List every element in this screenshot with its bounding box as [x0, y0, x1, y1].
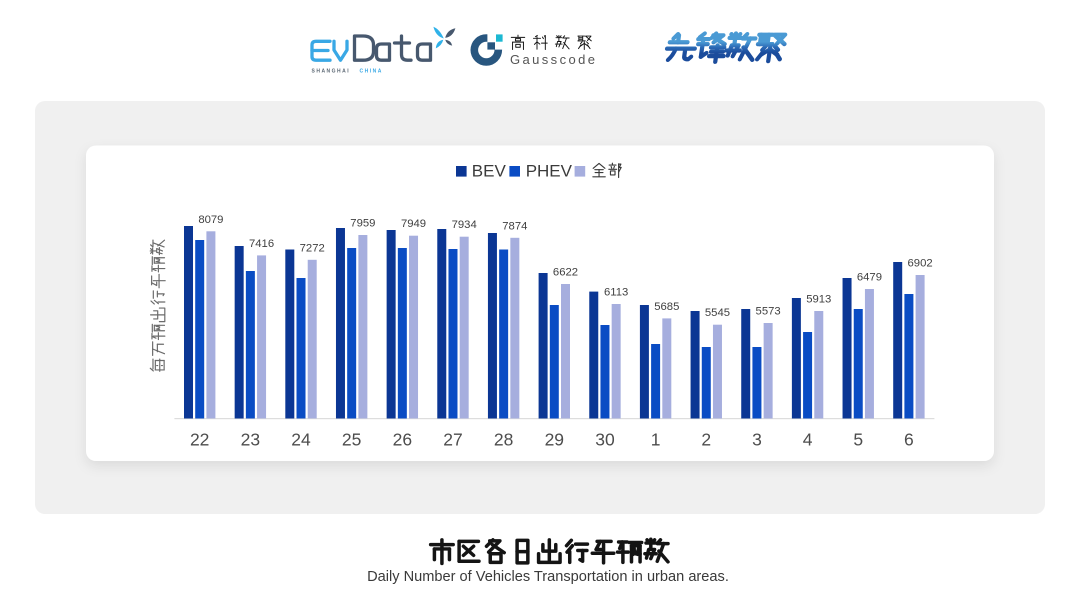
svg-text:26: 26 [393, 430, 412, 450]
svg-text:CHINA: CHINA [360, 69, 383, 75]
svg-text:23: 23 [241, 430, 260, 450]
svg-text:6902: 6902 [908, 258, 933, 270]
svg-text:22: 22 [190, 430, 209, 450]
svg-text:2: 2 [701, 430, 711, 450]
svg-text:6113: 6113 [604, 287, 628, 299]
svg-text:8079: 8079 [198, 214, 223, 226]
svg-text:5913: 5913 [806, 294, 831, 306]
svg-text:6: 6 [904, 430, 914, 450]
svg-text:7949: 7949 [401, 218, 426, 230]
svg-text:1: 1 [651, 430, 661, 450]
svg-text:3: 3 [752, 430, 762, 450]
svg-text:27: 27 [443, 430, 462, 450]
svg-text:6479: 6479 [857, 272, 882, 284]
svg-text:7272: 7272 [300, 242, 325, 254]
svg-text:25: 25 [342, 430, 361, 450]
svg-text:5573: 5573 [756, 306, 781, 318]
svg-text:24: 24 [291, 430, 311, 450]
svg-text:4: 4 [803, 430, 813, 450]
svg-text:7874: 7874 [502, 220, 527, 232]
svg-text:Gausscode: Gausscode [510, 52, 597, 67]
svg-text:5545: 5545 [705, 307, 730, 319]
svg-text:Daily Number of Vehicles Trans: Daily Number of Vehicles Transportation … [367, 569, 729, 585]
svg-text:5: 5 [853, 430, 863, 450]
svg-text:6622: 6622 [553, 267, 578, 279]
svg-text:30: 30 [595, 430, 615, 450]
svg-text:7934: 7934 [452, 219, 477, 231]
svg-text:BEV: BEV [472, 162, 507, 181]
svg-text:SHANGHAI: SHANGHAI [312, 69, 351, 75]
svg-text:29: 29 [545, 430, 564, 450]
svg-text:7959: 7959 [350, 218, 375, 230]
svg-text:28: 28 [494, 430, 513, 450]
svg-text:PHEV: PHEV [526, 162, 573, 181]
svg-text:7416: 7416 [249, 238, 274, 250]
svg-text:5685: 5685 [654, 301, 679, 313]
